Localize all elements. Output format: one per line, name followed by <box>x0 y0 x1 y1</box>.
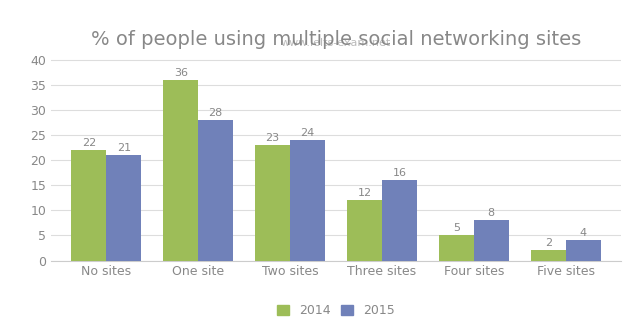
Bar <box>72 150 106 261</box>
Text: 2: 2 <box>545 238 552 248</box>
Legend: 2014, 2015: 2014, 2015 <box>277 304 395 317</box>
Text: 28: 28 <box>209 108 223 118</box>
Title: % of people using multiple social networking sites: % of people using multiple social networ… <box>91 29 581 48</box>
Text: 12: 12 <box>357 188 372 198</box>
Bar <box>198 120 233 261</box>
Bar <box>566 240 600 261</box>
Bar <box>163 80 198 261</box>
Bar <box>531 250 566 261</box>
Text: 16: 16 <box>392 168 406 178</box>
Text: 24: 24 <box>300 128 315 138</box>
Bar <box>106 155 141 261</box>
Bar <box>439 235 474 261</box>
Text: 22: 22 <box>82 138 96 148</box>
Bar <box>382 180 417 261</box>
Text: 36: 36 <box>173 68 188 78</box>
Text: 21: 21 <box>116 143 131 153</box>
Text: 23: 23 <box>266 133 280 143</box>
Bar <box>255 145 290 261</box>
Text: 8: 8 <box>488 208 495 218</box>
Bar <box>347 200 382 261</box>
Text: 4: 4 <box>580 228 587 238</box>
Bar <box>474 220 509 261</box>
Text: www.ielts-exam.net: www.ielts-exam.net <box>281 38 391 48</box>
Text: 5: 5 <box>453 223 460 233</box>
Bar <box>290 140 325 261</box>
